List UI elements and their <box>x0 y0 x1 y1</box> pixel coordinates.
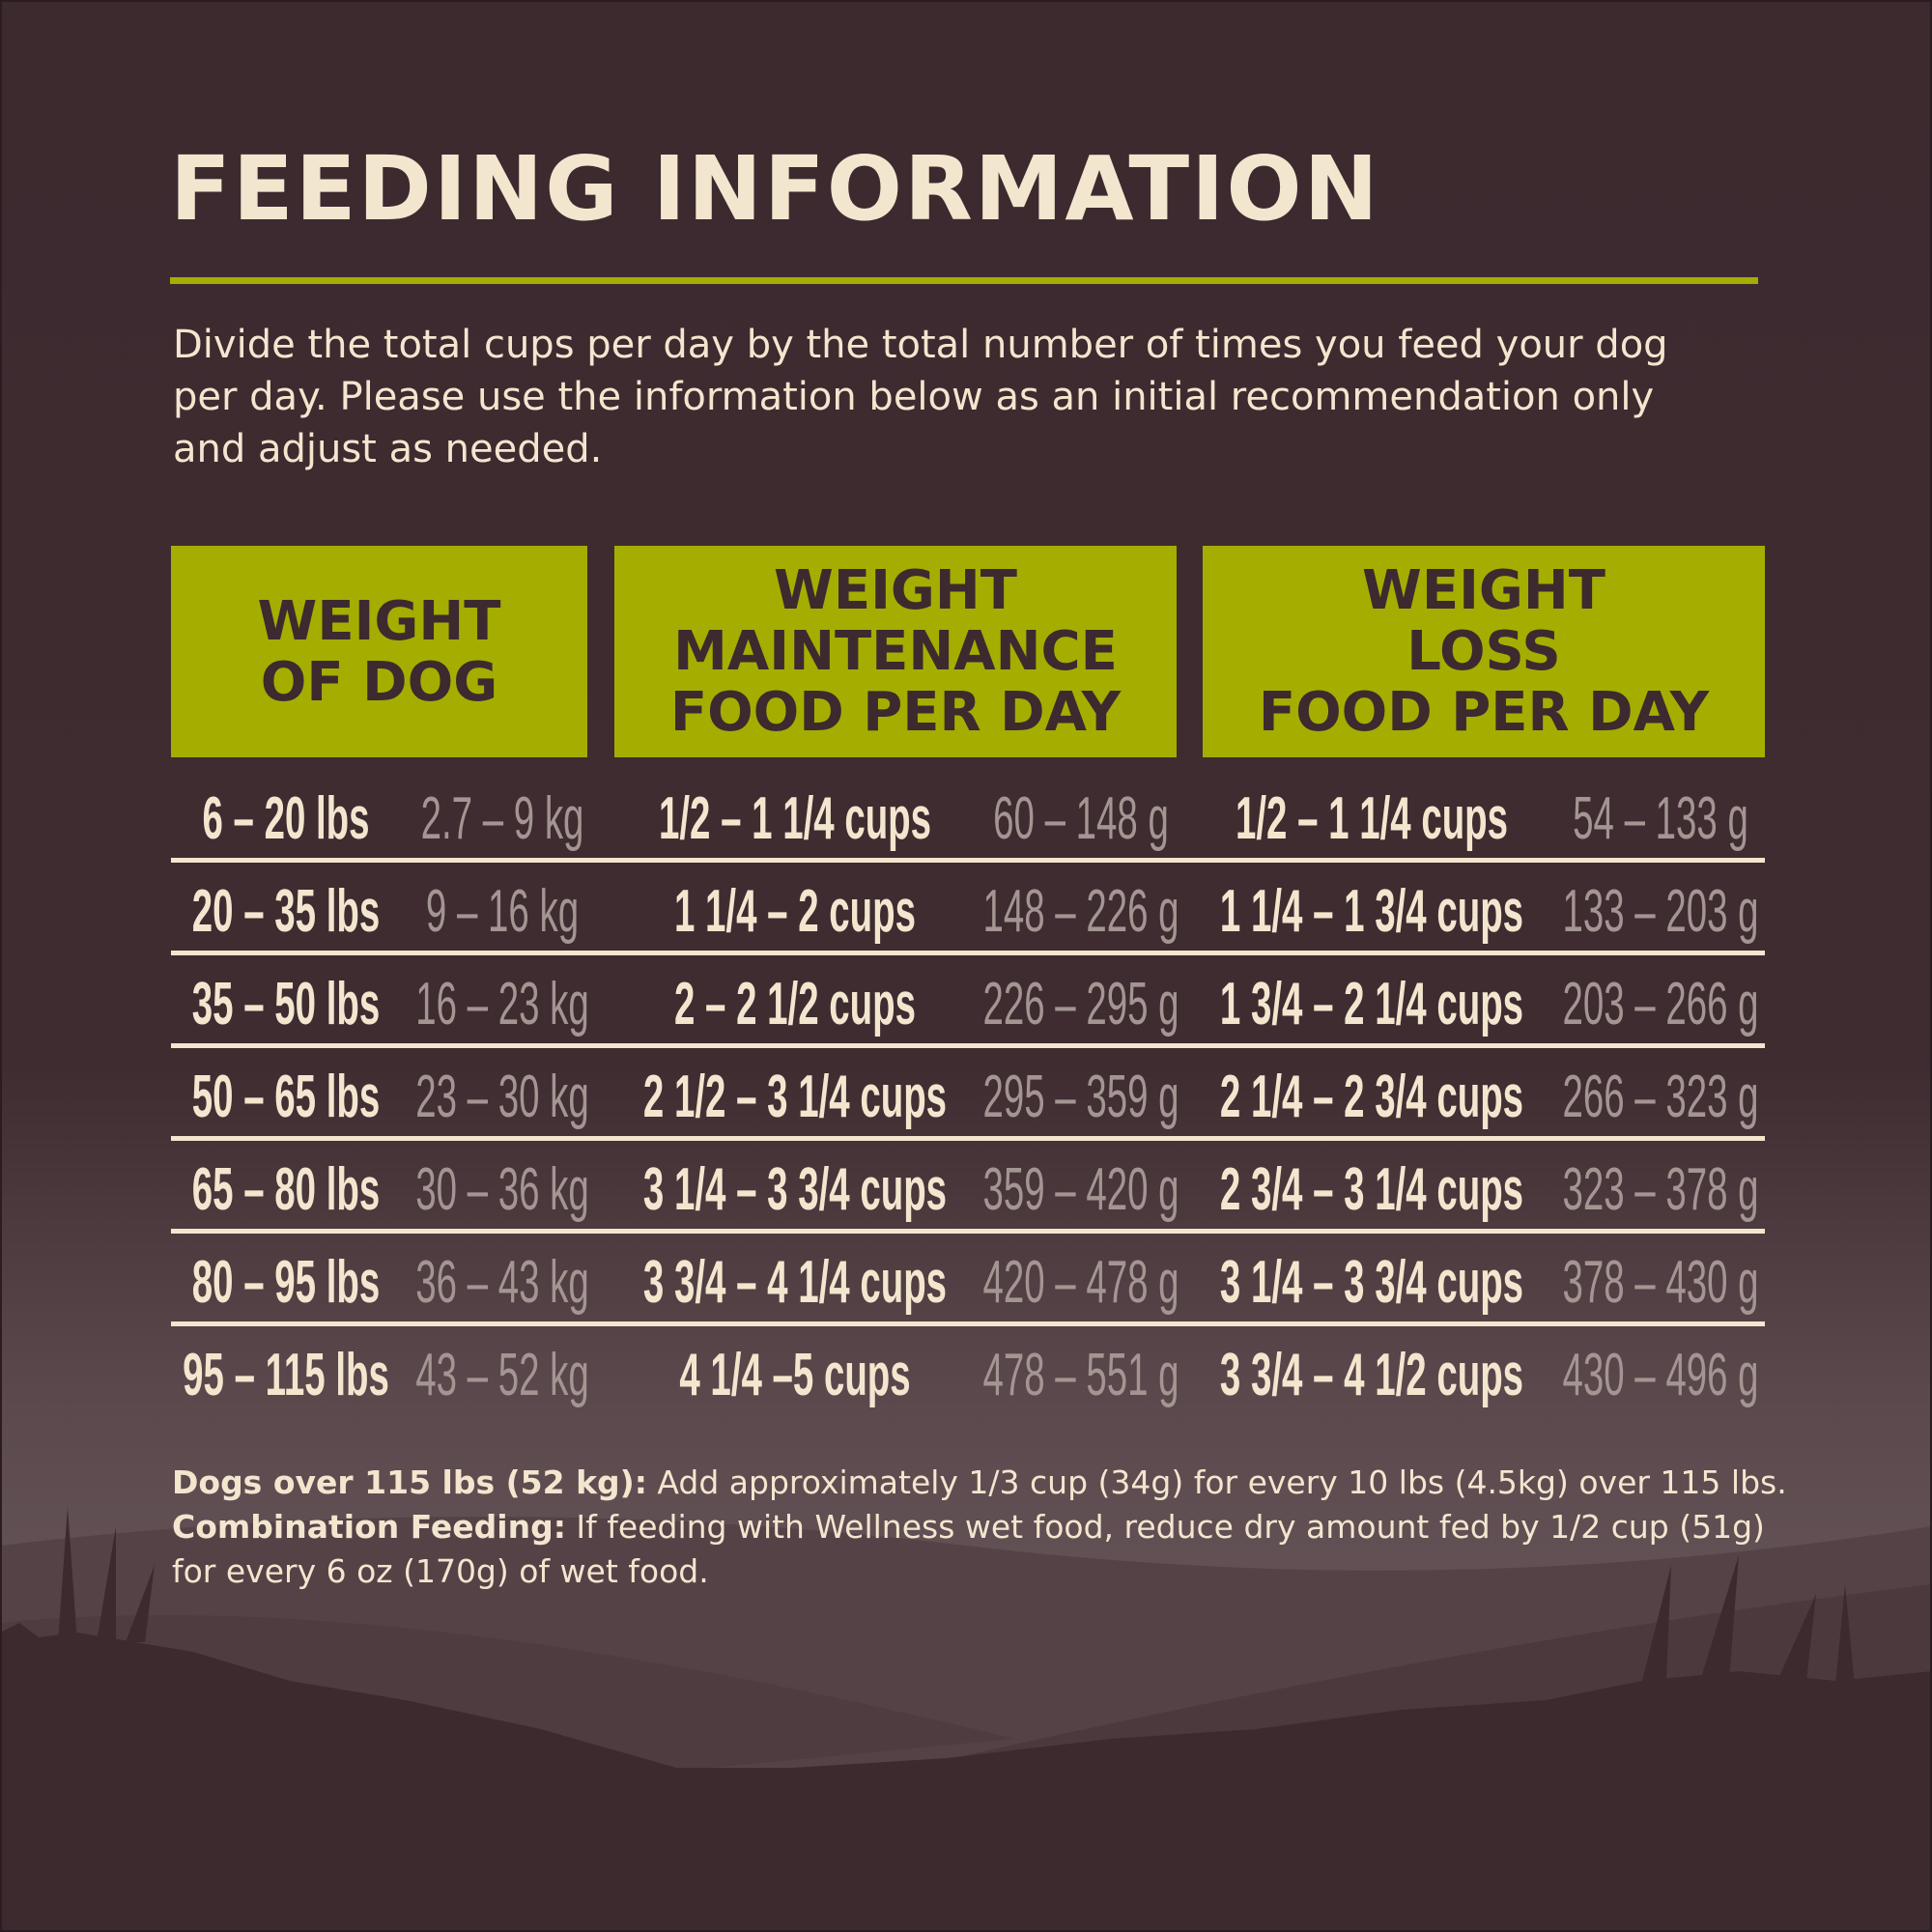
table-row: 20 – 35 lbs 9 – 16 kg 1 1/4 – 2 cups 148 – … <box>0 866 1932 958</box>
cell-kg: 30 – 36 kg <box>415 1156 589 1223</box>
cell-lbs: 65 – 80 lbs <box>191 1156 381 1223</box>
cell-loss-g: 54 – 133 g <box>1573 785 1748 852</box>
cell-maint-g: 295 – 359 g <box>982 1064 1179 1130</box>
cell-maint-cups: 4 1/4 –5 cups <box>679 1342 911 1408</box>
row-divider <box>171 951 1765 955</box>
cell-lbs: 50 – 65 lbs <box>191 1064 381 1130</box>
cell-kg: 9 – 16 kg <box>425 878 580 945</box>
header-line: LOSS <box>1406 620 1561 683</box>
cell-loss-g: 378 – 430 g <box>1562 1249 1759 1316</box>
intro-text: Divide the total cups per day by the tot… <box>173 323 1668 471</box>
header-line: WEIGHT <box>257 589 501 653</box>
cell-maint-g: 226 – 295 g <box>982 971 1179 1037</box>
cell-maint-g: 60 – 148 g <box>993 785 1169 852</box>
cell-maint-cups: 2 1/2 – 3 1/4 cups <box>642 1064 948 1130</box>
cell-loss-g: 323 – 378 g <box>1562 1156 1759 1223</box>
cell-kg: 16 – 23 kg <box>415 971 589 1037</box>
cell-maint-g: 478 – 551 g <box>982 1342 1179 1408</box>
table-row: 65 – 80 lbs 30 – 36 kg 3 1/4 – 3 3/4 cups 3… <box>0 1144 1932 1236</box>
cell-maint-cups: 1/2 – 1 1/4 cups <box>658 785 932 852</box>
table-row: 95 – 115 lbs 43 – 52 kg 4 1/4 –5 cups 478 –… <box>0 1329 1932 1422</box>
header-line: WEIGHT <box>774 559 1017 622</box>
cell-loss-g: 203 – 266 g <box>1562 971 1759 1037</box>
cell-loss-cups: 2 1/4 – 2 3/4 cups <box>1219 1064 1524 1130</box>
cell-maint-g: 420 – 478 g <box>982 1249 1179 1316</box>
table-row: 80 – 95 lbs 36 – 43 kg 3 3/4 – 4 1/4 cups 4… <box>0 1236 1932 1329</box>
cell-maint-g: 359 – 420 g <box>982 1156 1179 1223</box>
combination-label: Combination Feeding: <box>172 1508 566 1546</box>
header-weight-of-dog: WEIGHT OF DOG <box>171 546 587 757</box>
cell-loss-cups: 1 1/4 – 1 3/4 cups <box>1219 878 1524 945</box>
header-line: FOOD PER DAY <box>669 681 1122 744</box>
page-title: FEEDING INFORMATION <box>170 137 1380 241</box>
header-line: FOOD PER DAY <box>1258 681 1710 744</box>
header-line: WEIGHT <box>1362 559 1605 622</box>
cell-loss-cups: 2 3/4 – 3 1/4 cups <box>1219 1156 1524 1223</box>
cell-maint-cups: 2 – 2 1/2 cups <box>673 971 917 1037</box>
large-dogs-text: Add approximately 1/3 cup (34g) for ever… <box>646 1463 1787 1501</box>
table-row: 6 – 20 lbs 2.7 – 9 kg 1/2 – 1 1/4 cups 60 –… <box>0 773 1932 866</box>
cell-loss-cups: 3 1/4 – 3 3/4 cups <box>1219 1249 1524 1316</box>
cell-loss-cups: 1 3/4 – 2 1/4 cups <box>1219 971 1524 1037</box>
cell-maint-cups: 3 1/4 – 3 3/4 cups <box>642 1156 948 1223</box>
cell-maint-cups: 3 3/4 – 4 1/4 cups <box>642 1249 948 1316</box>
row-divider <box>171 1136 1765 1141</box>
cell-maint-g: 148 – 226 g <box>982 878 1179 945</box>
cell-lbs: 95 – 115 lbs <box>183 1342 389 1408</box>
header-line: MAINTENANCE <box>673 620 1118 683</box>
row-divider <box>171 1321 1765 1326</box>
large-dogs-label: Dogs over 115 lbs (52 kg): <box>172 1463 647 1501</box>
cell-lbs: 6 – 20 lbs <box>202 785 370 852</box>
cell-kg: 23 – 30 kg <box>415 1064 589 1130</box>
row-divider <box>171 858 1765 863</box>
header-maintenance: WEIGHT MAINTENANCE FOOD PER DAY <box>614 546 1177 757</box>
title-divider <box>170 277 1758 284</box>
cell-lbs: 35 – 50 lbs <box>191 971 381 1037</box>
cell-kg: 43 – 52 kg <box>415 1342 589 1408</box>
cell-maint-cups: 1 1/4 – 2 cups <box>673 878 917 945</box>
cell-lbs: 80 – 95 lbs <box>191 1249 381 1316</box>
cell-loss-g: 133 – 203 g <box>1562 878 1759 945</box>
cell-lbs: 20 – 35 lbs <box>191 878 381 945</box>
cell-kg: 36 – 43 kg <box>415 1249 589 1316</box>
footer-notes: Dogs over 115 lbs (52 kg): Add approxima… <box>172 1461 1814 1594</box>
header-line: OF DOG <box>260 650 498 714</box>
cell-loss-g: 266 – 323 g <box>1562 1064 1759 1130</box>
cell-loss-g: 430 – 496 g <box>1562 1342 1759 1408</box>
cell-loss-cups: 1/2 – 1 1/4 cups <box>1235 785 1509 852</box>
row-divider <box>171 1043 1765 1048</box>
table-row: 35 – 50 lbs 16 – 23 kg 2 – 2 1/2 cups 226 –… <box>0 958 1932 1051</box>
table-row: 50 – 65 lbs 23 – 30 kg 2 1/2 – 3 1/4 cups 2… <box>0 1051 1932 1144</box>
combination-text: If feeding with Wellness wet food, reduc… <box>172 1508 1765 1590</box>
cell-kg: 2.7 – 9 kg <box>420 785 584 852</box>
cell-loss-cups: 3 3/4 – 4 1/2 cups <box>1219 1342 1524 1408</box>
row-divider <box>171 1229 1765 1234</box>
header-weight-loss: WEIGHT LOSS FOOD PER DAY <box>1203 546 1765 757</box>
